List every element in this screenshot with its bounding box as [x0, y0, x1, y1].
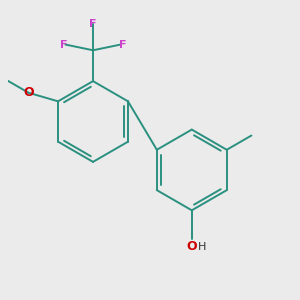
Text: F: F: [60, 40, 67, 50]
Text: O: O: [187, 240, 197, 253]
Text: H: H: [198, 242, 206, 252]
Text: O: O: [23, 86, 34, 99]
Text: F: F: [89, 19, 97, 29]
Text: F: F: [119, 40, 126, 50]
